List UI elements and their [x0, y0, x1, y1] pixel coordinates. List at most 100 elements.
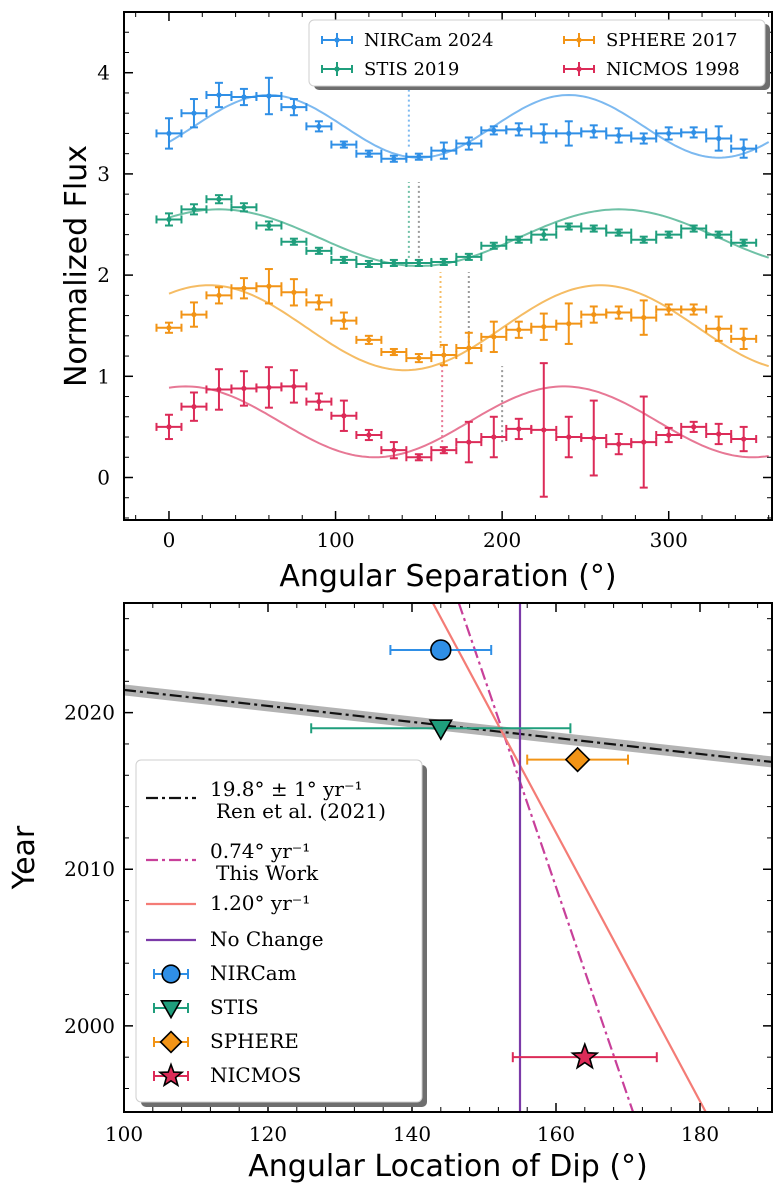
data-point-3-8: [355, 428, 383, 442]
data-marker: [541, 232, 547, 238]
trend-line-2: [431, 603, 707, 1112]
bottom-panel: 100 120 140 160 180 2000 2010 2020 Angular Locat…: [7, 602, 773, 1184]
legend-label: STIS 2019: [364, 59, 459, 80]
data-point-2-6: [305, 294, 333, 311]
data-marker: [241, 385, 247, 392]
trend-line-1: [457, 603, 635, 1112]
data-marker: [566, 130, 572, 137]
legend-marker: [334, 66, 340, 72]
data-marker: [391, 447, 397, 453]
legend-label: NIRCam 2024: [364, 30, 494, 51]
data-point-0-20: [655, 126, 683, 141]
x-tick-label: 100: [105, 1122, 143, 1146]
data-marker: [366, 261, 372, 267]
legend-label: No Change: [210, 927, 324, 951]
triangle-marker: [160, 999, 182, 1020]
data-marker: [541, 324, 547, 330]
data-marker: [716, 326, 722, 332]
data-marker: [616, 309, 622, 316]
data-marker: [266, 222, 272, 229]
x-tick-label: 200: [483, 528, 521, 552]
data-marker: [191, 311, 197, 318]
data-marker: [216, 196, 222, 202]
data-marker: [316, 123, 322, 129]
data-point-2-23: [730, 327, 758, 350]
y-tick-label: 2: [97, 263, 110, 287]
plot-area: [124, 603, 772, 1112]
data-marker: [541, 130, 547, 137]
data-point-1-13: [480, 241, 508, 250]
data-point-3-10: [405, 453, 433, 462]
data-marker: [716, 135, 722, 142]
data-marker: [716, 431, 722, 437]
data-marker: [341, 318, 347, 324]
data-point-0-23: [730, 138, 758, 159]
diamond-marker: [159, 1030, 183, 1054]
data-point-1-17: [580, 224, 608, 233]
data-point-2-11: [430, 343, 458, 367]
data-point-3-1: [180, 391, 208, 422]
x-tick-label: 180: [681, 1122, 719, 1146]
legend-entry-2: SPHERE 2017: [563, 30, 738, 51]
data-marker: [341, 413, 347, 419]
legend-entry-0: NIRCam 2024: [321, 30, 494, 51]
data-point-1-3: [230, 202, 258, 213]
data-marker: [691, 306, 697, 313]
top-panel: 0 100 200 300 0 1 2 3 4 Angular Separation (°) Nor…: [59, 11, 773, 594]
y-tick-label: 2000: [64, 1014, 115, 1038]
data-point-3-22: [705, 422, 733, 446]
data-point-1-23: [730, 238, 758, 247]
data-point-0-14: [505, 122, 533, 137]
data-marker: [166, 325, 172, 331]
data-point-3-21: [680, 420, 708, 433]
x-tick-label: 140: [393, 1122, 431, 1146]
data-marker: [416, 154, 422, 160]
data-marker: [466, 345, 472, 351]
data-marker: [441, 447, 447, 453]
data-point-2-21: [680, 303, 708, 316]
data-marker: [266, 384, 272, 391]
y-tick-label: 1: [97, 364, 110, 388]
data-point-0-13: [480, 125, 508, 136]
data-point-0-2: [205, 81, 233, 109]
data-marker: [241, 204, 247, 210]
data-marker: [516, 426, 522, 432]
data-point-2-17: [580, 305, 608, 324]
x-axis-label: Angular Location of Dip (°): [248, 1149, 647, 1184]
legend-label: 1.20° yr⁻¹: [210, 891, 310, 915]
data-point-1-0: [155, 212, 183, 227]
data-point-0-19: [630, 132, 658, 145]
data-marker: [216, 292, 222, 298]
legend-label: NICMOS 1998: [606, 59, 740, 80]
data-marker: [616, 230, 622, 236]
data-marker: [166, 130, 172, 137]
data-point-1-4: [255, 220, 283, 231]
plot-frame: [123, 602, 773, 1113]
plot-frame: [123, 11, 773, 521]
legend-label: SPHERE 2017: [606, 30, 738, 51]
data-marker: [566, 223, 572, 230]
legend-entry-line-3: No Change: [146, 927, 324, 951]
data-point-2-9: [380, 347, 408, 357]
data-point-1-5: [280, 237, 308, 246]
data-point-3-3: [230, 370, 258, 407]
data-point-3-11: [430, 446, 458, 455]
data-point-3-23: [730, 425, 758, 453]
circle-marker: [430, 639, 452, 661]
data-point-3-19: [630, 395, 658, 489]
data-marker: [616, 132, 622, 139]
data-marker: [191, 110, 197, 116]
y-tick-label: 3: [97, 162, 110, 186]
data-point-0-8: [355, 149, 383, 158]
data-point-3-2: [205, 368, 233, 411]
data-marker: [341, 257, 347, 263]
data-marker: [666, 306, 672, 313]
data-point-3-14: [505, 417, 533, 441]
data-marker: [416, 260, 422, 266]
data-point-0-16: [555, 120, 583, 147]
data-marker: [516, 237, 522, 243]
data-marker: [741, 336, 747, 342]
data-point-2-16: [555, 302, 583, 345]
legend-marker: [576, 66, 582, 72]
